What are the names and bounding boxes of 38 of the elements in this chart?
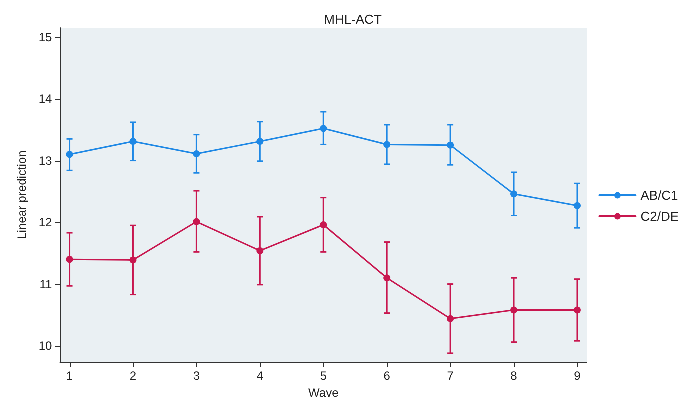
y-tick-label: 15 (38, 30, 53, 44)
point (130, 138, 137, 146)
y-axis-title: Linear prediction (15, 150, 29, 240)
legend-label: C2/DE (640, 209, 680, 224)
point (193, 150, 200, 158)
point (320, 222, 328, 228)
x-tick-label: 2 (130, 369, 137, 384)
x-tick-label: 5 (320, 369, 328, 384)
point (574, 202, 581, 210)
y-tick-label: 12 (38, 216, 53, 230)
y-tick-label: 14 (38, 92, 53, 106)
point (510, 190, 518, 198)
point (256, 247, 264, 254)
x-tick-label: 4 (256, 369, 264, 384)
point (320, 125, 328, 132)
x-axis-title: Wave (308, 386, 340, 400)
y-tick-label: 11 (40, 277, 53, 292)
x-tick-label: 3 (193, 369, 200, 384)
point (447, 142, 454, 149)
legend-label: AB/C1 (640, 188, 678, 203)
y-tick-label: 13 (38, 154, 53, 168)
x-tick-label: 1 (66, 369, 74, 384)
point (66, 256, 74, 264)
point (384, 274, 391, 282)
point (130, 256, 137, 264)
point (510, 306, 518, 314)
x-tick-label: 6 (384, 369, 391, 384)
point (256, 138, 264, 146)
y-tick-label: 10 (38, 339, 53, 354)
chart-title: MHL-ACT (324, 12, 382, 27)
point (193, 218, 200, 226)
point (384, 141, 391, 148)
point (574, 306, 581, 314)
x-tick-label: 9 (574, 369, 582, 384)
point (447, 315, 454, 322)
point (66, 151, 74, 158)
x-tick-label: 7 (447, 369, 454, 384)
x-tick-label: 8 (510, 369, 518, 384)
